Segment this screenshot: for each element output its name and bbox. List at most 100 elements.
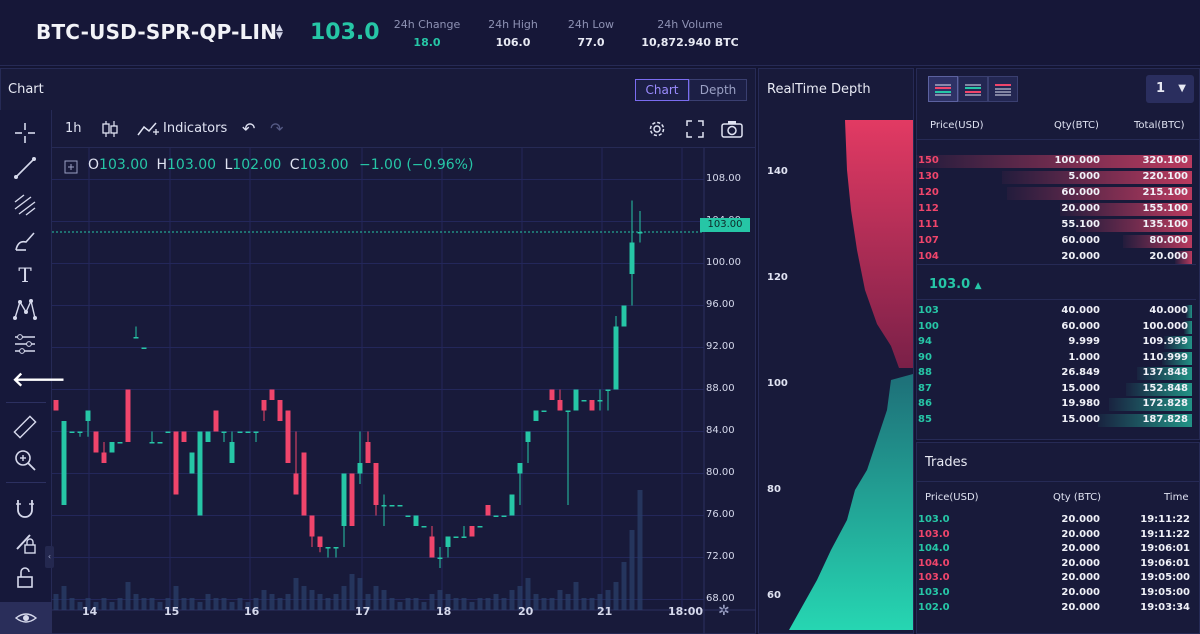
ask-price: 120 [918,187,939,198]
back-arrow-icon[interactable]: 🡐 [12,366,66,392]
volume-bar [325,598,331,610]
volume-bar [53,594,59,610]
bid-qty: 40.000 [1061,305,1100,316]
date-axis-label: 18 [436,605,452,618]
price-axis-label: 96.00 [706,298,735,310]
magnet-icon[interactable] [12,496,38,522]
market-header: BTC-USD-SPR-QP-LIN ▲ ▼ 103.0 24h Change 1… [0,0,1200,66]
bid-row[interactable]: 94 9.999 109.999 [916,335,1196,349]
trade-price: 104.0 [918,543,950,555]
bid-row[interactable]: 87 15.000 152.848 [916,382,1196,396]
bid-price: 103 [918,305,939,316]
tab-chart[interactable]: Chart [635,79,689,101]
ask-row[interactable]: 130 5.000 220.100 [916,170,1196,184]
market-symbol[interactable]: BTC-USD-SPR-QP-LIN [36,20,278,44]
bid-row[interactable]: 85 15.000 187.828 [916,413,1196,427]
candle-body [629,242,635,274]
ask-qty: 20.000 [1061,203,1100,214]
depth-bar [1136,367,1192,380]
tab-depth[interactable]: Depth [689,79,747,101]
bid-total: 152.848 [1142,382,1188,394]
price-axis-label: 80.00 [706,466,735,478]
camera-icon[interactable] [720,118,744,144]
bid-row[interactable]: 103 40.000 40.000 [916,304,1196,318]
ohlc-high: 103.00 [167,157,217,173]
volume-bar [181,598,187,610]
undo-icon[interactable]: ↶ [242,119,256,138]
axis-settings-icon[interactable]: ✲ [718,603,730,619]
view-bids-icon[interactable] [958,76,988,102]
unlock-icon[interactable] [12,565,38,591]
candle-body [501,515,507,517]
measure-icon[interactable] [12,331,38,357]
ask-row[interactable]: 112 20.000 155.100 [916,202,1196,216]
candle-body [613,326,619,390]
candle-body [469,526,475,537]
collapse-legend-icon[interactable] [64,159,78,178]
candle-body [181,431,187,442]
trend-line-icon[interactable] [12,155,38,181]
fullscreen-icon[interactable] [684,118,706,144]
eye-icon[interactable] [0,602,52,634]
candle-body [373,463,379,505]
ask-qty: 20.000 [1061,251,1100,262]
bid-row[interactable]: 86 19.980 172.828 [916,397,1196,411]
crosshair-icon[interactable] [12,120,38,146]
ask-row[interactable]: 107 60.000 80.000 [916,234,1196,248]
zoom-in-icon[interactable] [12,447,38,473]
settings-gear-icon[interactable] [646,118,668,144]
volume-bar [405,598,411,610]
bid-total: 110.999 [1142,351,1188,363]
interval-selector[interactable]: 1h [65,121,82,136]
volume-bar [445,594,451,610]
volume-bar [333,594,339,610]
precision-select[interactable]: 1 ▼ [1146,75,1194,103]
volume-bar [509,590,515,610]
candle-body [581,400,587,402]
text-icon[interactable]: T [18,263,32,287]
ruler-icon[interactable] [12,414,38,440]
ask-row[interactable]: 104 20.000 20.000 [916,250,1196,264]
price-chart[interactable] [52,148,756,634]
candle-body [117,442,123,444]
lock-pencil-icon[interactable] [12,530,38,556]
redo-icon[interactable]: ↷ [270,119,284,138]
indicators-button[interactable]: Indicators [163,121,228,136]
trade-row: 103.0 20.000 19:11:22 [918,529,1194,543]
divider [916,264,1196,265]
ask-row[interactable]: 111 55.100 135.100 [916,218,1196,232]
bid-row[interactable]: 100 60.000 100.000 [916,320,1196,334]
view-asks-icon[interactable] [988,76,1018,102]
date-axis-label: 20 [518,605,534,618]
candle-body [197,431,203,516]
ask-qty: 60.000 [1061,235,1100,246]
volume-bar [389,598,395,610]
pattern-icon[interactable] [12,296,38,322]
ask-total: 155.100 [1142,203,1188,214]
price-axis-label: 72.00 [706,550,735,562]
indicators-icon[interactable] [136,119,160,143]
volume-bar [605,590,611,610]
ask-total: 80.000 [1149,235,1188,246]
collapse-toolbar-button[interactable]: ‹ [45,546,54,568]
brush-icon[interactable] [12,228,38,254]
candle-style-icon[interactable] [100,119,120,143]
bid-row[interactable]: 88 26.849 137.848 [916,366,1196,380]
volume-bar [589,598,595,610]
ask-row[interactable]: 120 60.000 215.100 [916,186,1196,200]
bid-qty: 19.980 [1061,398,1100,409]
depth-bids-area [789,374,913,630]
stat-value: 18.0 [413,36,441,49]
ask-total: 215.100 [1142,187,1188,198]
volume-bar [461,598,467,610]
bid-row[interactable]: 90 1.000 110.999 [916,351,1196,365]
fib-icon[interactable] [12,192,38,218]
view-both-icon[interactable] [928,76,958,102]
ask-row[interactable]: 150 100.000 320.100 [916,154,1196,168]
stat-label: 24h Change [393,18,461,31]
date-axis-label: 15 [164,605,180,618]
volume-bar [613,582,619,610]
ob-col-qty: Qty(BTC) [1054,120,1099,131]
symbol-switch-icon[interactable]: ▲ ▼ [276,23,283,41]
stat-24h-change: 24h Change 18.0 [392,18,462,49]
